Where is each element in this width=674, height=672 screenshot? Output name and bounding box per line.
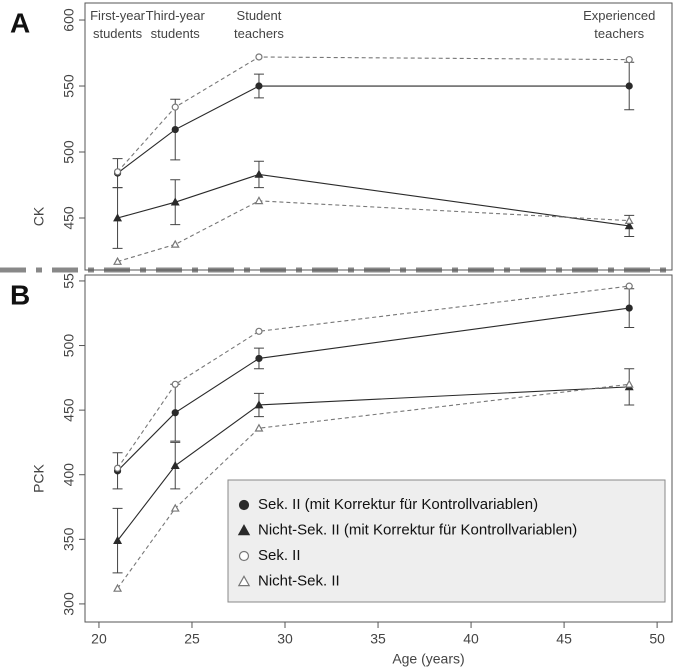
x-tick-label: 25	[184, 631, 200, 647]
marker	[170, 460, 180, 470]
series-line	[117, 386, 630, 541]
legend	[227, 479, 666, 603]
series-line	[117, 85, 630, 174]
y-axis-label: PCK	[31, 463, 47, 492]
marker	[170, 239, 180, 248]
group-label-line: Third-year	[146, 8, 206, 23]
legend-label: Sek. II (mit Korrektur für Kontrollvaria…	[258, 496, 538, 513]
y-tick-label: 600	[61, 8, 77, 32]
marker	[255, 354, 263, 363]
group-label-line: Student	[237, 8, 282, 23]
x-tick-label: 50	[649, 631, 665, 647]
marker	[625, 56, 633, 64]
marker	[113, 583, 123, 592]
marker	[624, 215, 634, 224]
group-label-line: First-year	[90, 8, 146, 23]
series-line	[117, 307, 630, 472]
x-axis-label: Age (years)	[392, 651, 464, 667]
marker	[113, 213, 123, 222]
legend-label: Sek. II	[258, 547, 301, 564]
group-label-line: teachers	[234, 26, 284, 41]
marker	[254, 169, 264, 178]
legend-label: Nicht-Sek. II (mit Korrektur für Kontrol…	[258, 521, 577, 538]
marker	[254, 423, 264, 432]
marker	[171, 409, 179, 417]
group-label: First-year students	[90, 8, 146, 41]
group-label-line: Experienced	[583, 8, 655, 23]
y-tick-label: 450	[61, 206, 77, 230]
marker	[113, 256, 123, 265]
marker	[238, 550, 250, 562]
panel-label: B	[10, 279, 30, 310]
y-tick-label: 400	[61, 463, 77, 487]
series-line	[117, 383, 630, 589]
marker	[255, 327, 263, 335]
x-tick-label: 40	[463, 631, 479, 647]
y-tick-label: 500	[61, 140, 77, 164]
x-tick-label: 45	[556, 631, 572, 647]
marker	[113, 464, 122, 472]
y-tick-label: 350	[61, 527, 77, 551]
marker	[254, 196, 264, 205]
plot-frame	[84, 2, 673, 271]
x-tick-label: 30	[277, 631, 293, 647]
y-axis-label: CK	[31, 206, 47, 226]
marker	[255, 53, 263, 61]
y-tick-label: 450	[61, 398, 77, 422]
y-tick-label: 55	[61, 273, 77, 289]
group-label: Student teachers	[234, 8, 284, 41]
marker	[171, 125, 179, 134]
y-tick-label: 500	[61, 334, 77, 358]
group-label-line: students	[151, 26, 201, 41]
legend-label: Nicht-Sek. II	[258, 572, 340, 589]
y-tick-label: 300	[61, 592, 77, 616]
marker	[624, 379, 634, 388]
marker	[170, 197, 180, 206]
marker	[113, 168, 122, 176]
marker	[625, 82, 633, 90]
group-label: Third-year students	[146, 8, 206, 41]
y-tick-label: 550	[61, 74, 77, 98]
series-line	[117, 173, 630, 227]
x-tick-label: 35	[370, 631, 386, 647]
group-label: Experienced teachers	[583, 8, 655, 41]
marker	[625, 282, 633, 290]
marker	[171, 103, 179, 111]
series-line	[117, 200, 630, 263]
marker	[113, 535, 123, 544]
marker	[238, 499, 250, 511]
marker	[170, 503, 180, 512]
panel-label: A	[10, 7, 30, 38]
marker	[237, 524, 251, 536]
series-line	[117, 56, 630, 173]
marker	[255, 82, 263, 90]
marker	[237, 575, 251, 587]
series-line	[117, 285, 630, 469]
group-label-line: teachers	[594, 26, 644, 41]
marker	[624, 221, 634, 230]
group-label-line: students	[93, 26, 143, 41]
marker	[171, 380, 179, 388]
marker	[625, 304, 633, 312]
marker	[254, 400, 264, 409]
x-tick-label: 20	[91, 631, 107, 647]
